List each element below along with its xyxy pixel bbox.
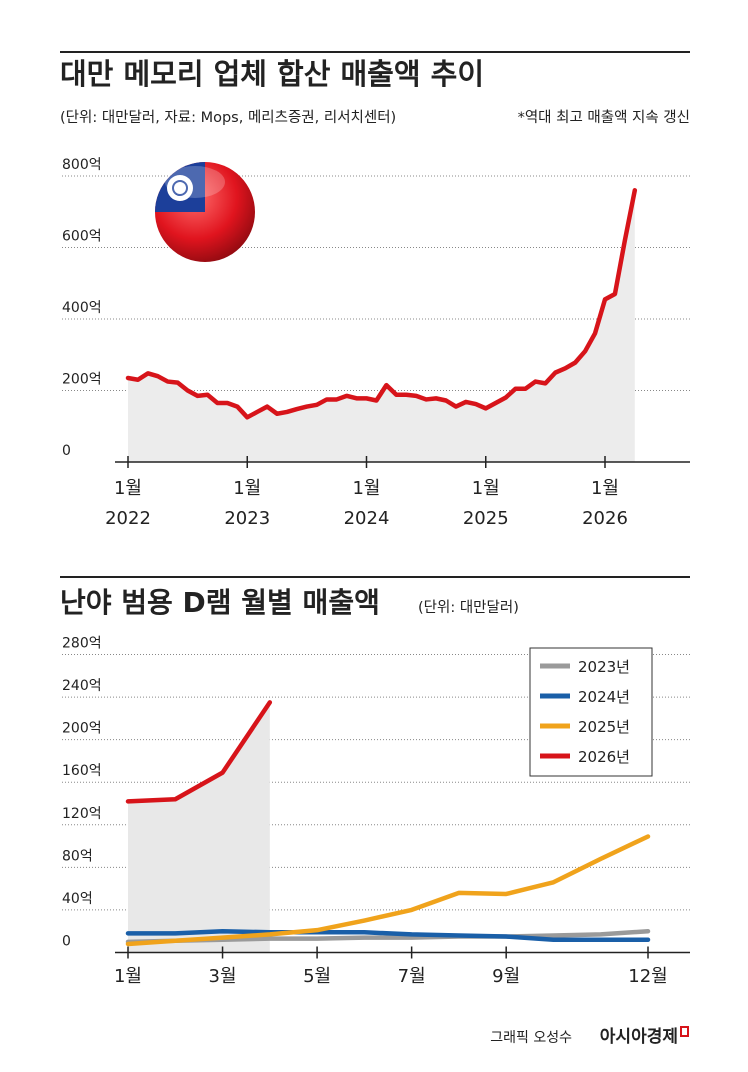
annotation: *역대 최고 매출액 지속 갱신 bbox=[518, 109, 690, 126]
chart-subtitle: (단위: 대만달러, 자료: Mops, 메리츠증권, 리서치센터) bbox=[60, 109, 396, 126]
x-tick-label: 7월 bbox=[398, 966, 426, 987]
chart-title: 난야 범용 D램 월별 매출액 bbox=[60, 586, 380, 619]
x-tick-label: 12월 bbox=[628, 966, 667, 987]
legend-label: 2026년 bbox=[578, 748, 630, 766]
flag-icon bbox=[155, 162, 255, 262]
plots: 0 200억 400억 600억 800억 1월 2022 1월 2023 1월 2024 1월 202… bbox=[62, 157, 690, 987]
y-tick-label: 280억 bbox=[62, 636, 102, 652]
chart-subtitle: (단위: 대만달러) bbox=[418, 599, 519, 616]
legend-label: 2023년 bbox=[578, 658, 630, 676]
area bbox=[128, 702, 270, 953]
y-tick-label: 800억 bbox=[62, 157, 102, 173]
x-tick-label: 2026 bbox=[582, 508, 628, 529]
x-tick-label: 1월 bbox=[114, 478, 142, 499]
legend-label: 2024년 bbox=[578, 688, 630, 706]
credit: 그래픽 오성수 bbox=[490, 1030, 572, 1046]
x-tick-label: 5월 bbox=[303, 966, 331, 987]
y-tick-label: 200억 bbox=[62, 372, 102, 388]
x-tick-label: 1월 bbox=[352, 478, 380, 499]
x-tick-label: 1월 bbox=[591, 478, 619, 499]
x-tick-label: 3월 bbox=[209, 966, 237, 987]
x-tick-label: 1월 bbox=[114, 966, 142, 987]
brand: 아시아경제 bbox=[600, 1027, 678, 1047]
y-tick-label: 200억 bbox=[62, 721, 102, 737]
y-tick-label: 400억 bbox=[62, 300, 102, 316]
line bbox=[125, 188, 638, 420]
y-tick-label: 0 bbox=[62, 443, 71, 459]
line bbox=[125, 700, 273, 804]
y-tick-label: 120억 bbox=[62, 806, 102, 822]
line bbox=[125, 834, 651, 947]
x-tick-label: 2022 bbox=[105, 508, 151, 529]
x-tick-label: 2025 bbox=[463, 508, 509, 529]
y-tick-label: 240억 bbox=[62, 678, 102, 694]
x-tick-label: 2023 bbox=[224, 508, 270, 529]
y-tick-label: 80억 bbox=[62, 848, 93, 864]
x-tick-label: 1월 bbox=[472, 478, 500, 499]
x-tick-label: 9월 bbox=[492, 966, 520, 987]
y-tick-label: 40억 bbox=[62, 891, 93, 907]
legend-label: 2025년 bbox=[578, 718, 630, 736]
y-tick-label: 600억 bbox=[62, 229, 102, 245]
area bbox=[128, 190, 635, 463]
x-tick-label: 2024 bbox=[344, 508, 390, 529]
brand-icon bbox=[680, 1026, 689, 1037]
x-tick-label: 1월 bbox=[233, 478, 261, 499]
line bbox=[125, 928, 651, 942]
y-tick-label: 160억 bbox=[62, 763, 102, 779]
y-tick-label: 0 bbox=[62, 934, 71, 950]
chart-title: 대만 메모리 업체 합산 매출액 추이 bbox=[60, 57, 484, 91]
